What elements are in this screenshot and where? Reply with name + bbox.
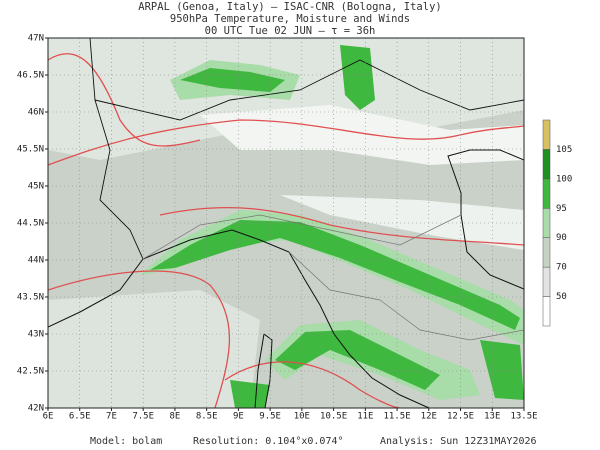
footer-analysis: Analysis: Sun 12Z31MAY2026 <box>380 436 537 447</box>
lon-tick-label: 10E <box>294 412 310 422</box>
title-line: 950hPa Temperature, Moisture and Winds <box>170 13 410 25</box>
coastline <box>254 333 273 408</box>
lat-tick-label: 44N <box>28 256 44 266</box>
moist-area <box>230 380 270 408</box>
coastline <box>447 149 524 290</box>
lon-tick-label: 10.5E <box>320 412 347 422</box>
temperature-contour <box>48 119 524 166</box>
lon-tick-label: 11.5E <box>384 412 411 422</box>
lon-tick-label: 7E <box>106 412 117 422</box>
lat-tick-label: 46N <box>28 108 44 118</box>
lon-tick-label: 13E <box>484 412 500 422</box>
lat-tick-label: 42N <box>28 404 44 414</box>
lat-tick-label: 42.5N <box>17 367 44 377</box>
dry-area <box>280 195 524 250</box>
lon-tick-label: 12.5E <box>447 412 474 422</box>
colorbar-swatch <box>542 296 551 327</box>
title-line: ARPAL (Genoa, Italy) — ISAC-CNR (Bologna… <box>138 1 441 13</box>
moist-area <box>340 45 375 110</box>
lon-tick-label: 6E <box>43 412 54 422</box>
colorbar-label: 70 <box>556 263 567 273</box>
colorbar-label: 100 <box>556 174 572 184</box>
colorbar-swatch <box>542 208 551 238</box>
temperature-contour <box>48 270 231 408</box>
temperature-contour <box>48 53 201 147</box>
lat-tick-label: 45.5N <box>17 145 44 155</box>
lon-tick-label: 9E <box>233 412 244 422</box>
moist-area <box>275 330 440 390</box>
colorbar-swatch <box>542 237 551 268</box>
lat-tick-label: 43N <box>28 330 44 340</box>
lon-tick-label: 12E <box>421 412 437 422</box>
lon-tick-label: 8E <box>170 412 181 422</box>
footer-model: Model: bolam <box>90 436 162 447</box>
colorbar-label: 105 <box>556 145 572 155</box>
footer-resolution: Resolution: 0.104°x0.074° <box>193 436 344 447</box>
lat-tick-label: 47N <box>28 34 44 44</box>
lon-tick-label: 6.5E <box>69 412 91 422</box>
lat-tick-label: 46.5N <box>17 71 44 81</box>
colorbar-label: 95 <box>556 204 567 214</box>
colorbar-swatch <box>542 178 551 209</box>
lat-tick-label: 45N <box>28 182 44 192</box>
lon-tick-label: 8.5E <box>196 412 218 422</box>
lat-tick-label: 43.5N <box>17 293 44 303</box>
colorbar-label: 50 <box>556 292 567 302</box>
colorbar-label: 90 <box>556 233 567 243</box>
moist-band <box>150 220 520 330</box>
lon-tick-label: 11E <box>357 412 373 422</box>
region-border <box>142 214 524 341</box>
border <box>89 38 524 260</box>
lon-tick-label: 13.5E <box>510 412 537 422</box>
colorbar-swatch <box>542 119 551 150</box>
moist-area <box>180 68 285 92</box>
light-area <box>48 290 260 408</box>
colorbar-swatch <box>542 149 551 180</box>
lon-tick-label: 9.5E <box>259 412 281 422</box>
colorbar-swatch <box>542 266 551 297</box>
moist-area <box>480 340 524 400</box>
title-line: 00 UTC Tue 02 JUN — τ = 36h <box>205 25 376 37</box>
lon-tick-label: 7.5E <box>132 412 154 422</box>
dry-area <box>200 105 524 165</box>
lat-tick-label: 44.5N <box>17 219 44 229</box>
